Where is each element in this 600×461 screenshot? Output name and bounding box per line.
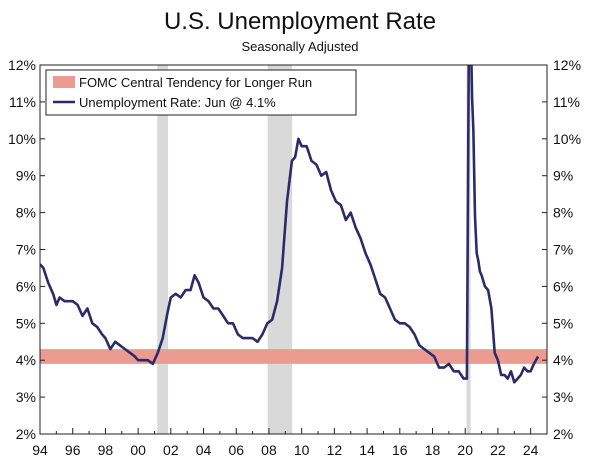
y-tick-label-right: 12% [553, 57, 581, 73]
y-tick-label-right: 7% [553, 242, 573, 258]
x-tick-label: 18 [425, 442, 441, 458]
legend-swatch-band [53, 76, 75, 88]
x-tick-label: 14 [359, 442, 375, 458]
y-tick-label-left: 6% [16, 278, 36, 294]
y-tick-label-right: 4% [553, 352, 573, 368]
x-tick-label: 94 [32, 442, 48, 458]
x-tick-label: 08 [261, 442, 277, 458]
x-tick-label: 98 [98, 442, 114, 458]
y-tick-label-left: 5% [16, 315, 36, 331]
y-tick-label-right: 11% [553, 94, 580, 110]
unemployment-rate-line [40, 65, 540, 384]
x-tick-label: 20 [457, 442, 473, 458]
y-tick-label-left: 2% [16, 426, 36, 442]
legend-box [45, 69, 357, 116]
x-tick-label: 16 [392, 442, 408, 458]
y-tick-label-right: 10% [553, 131, 581, 147]
y-tick-label-left: 9% [16, 168, 36, 184]
y-tick-label-left: 11% [9, 94, 36, 110]
x-tick-label: 24 [523, 442, 539, 458]
recession-bar-2 [267, 65, 293, 434]
y-tick-label-right: 8% [553, 205, 573, 221]
fomc-band [40, 349, 547, 364]
y-tick-label-right: 5% [553, 315, 573, 331]
x-tick-label: 00 [130, 442, 146, 458]
chart-subtitle: Seasonally Adjusted [241, 39, 359, 54]
x-tick-label: 02 [163, 442, 179, 458]
x-tick-label: 06 [228, 442, 244, 458]
x-tick-label: 12 [327, 442, 343, 458]
y-tick-label-right: 2% [553, 426, 573, 442]
x-tick-label: 10 [294, 442, 310, 458]
y-tick-label-left: 7% [16, 242, 36, 258]
y-tick-label-left: 12% [8, 57, 36, 73]
y-tick-label-right: 9% [553, 168, 573, 184]
legend-label-band: FOMC Central Tendency for Longer Run [79, 75, 312, 90]
y-tick-label-right: 3% [553, 389, 573, 405]
y-tick-label-left: 10% [8, 131, 36, 147]
y-tick-label-right: 6% [553, 278, 573, 294]
y-tick-label-left: 4% [16, 352, 36, 368]
x-tick-label: 04 [196, 442, 212, 458]
legend-label-line: Unemployment Rate: Jun @ 4.1% [79, 95, 276, 110]
x-tick-label: 96 [65, 442, 81, 458]
y-tick-label-left: 3% [16, 389, 36, 405]
chart-title: U.S. Unemployment Rate [163, 8, 437, 35]
plot-frame [39, 64, 548, 435]
x-tick-label: 22 [490, 442, 506, 458]
y-tick-label-left: 8% [16, 205, 36, 221]
recession-bar-1 [157, 65, 169, 434]
